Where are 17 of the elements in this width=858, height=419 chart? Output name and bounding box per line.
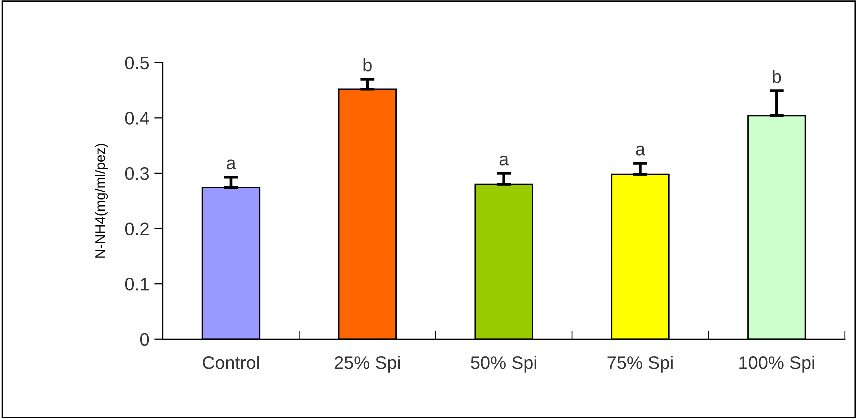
y-axis-title: N-NH4(mg/ml/pez) bbox=[95, 144, 108, 258]
x-tick-label: 50% Spi bbox=[471, 356, 536, 373]
x-tick-label: 75% Spi bbox=[608, 356, 673, 373]
x-tick-label: 100% Spi bbox=[740, 356, 814, 373]
annotation: a bbox=[500, 156, 510, 166]
y-tick-label: 0.3 bbox=[125, 167, 150, 180]
x-tick-label: 25% Spi bbox=[334, 356, 400, 373]
annotation: a bbox=[226, 160, 236, 170]
annotation: b bbox=[364, 58, 372, 72]
y-tick-label: 0 bbox=[140, 333, 150, 346]
annotation: b bbox=[773, 70, 782, 84]
annotation: a bbox=[636, 146, 646, 156]
x-tick-label: Control bbox=[203, 356, 260, 370]
y-tick-label: 0.5 bbox=[125, 56, 150, 70]
y-tick-label: 0.4 bbox=[125, 112, 150, 125]
y-tick-label: 0.2 bbox=[125, 222, 149, 236]
y-tick-label: 0.1 bbox=[125, 278, 149, 291]
